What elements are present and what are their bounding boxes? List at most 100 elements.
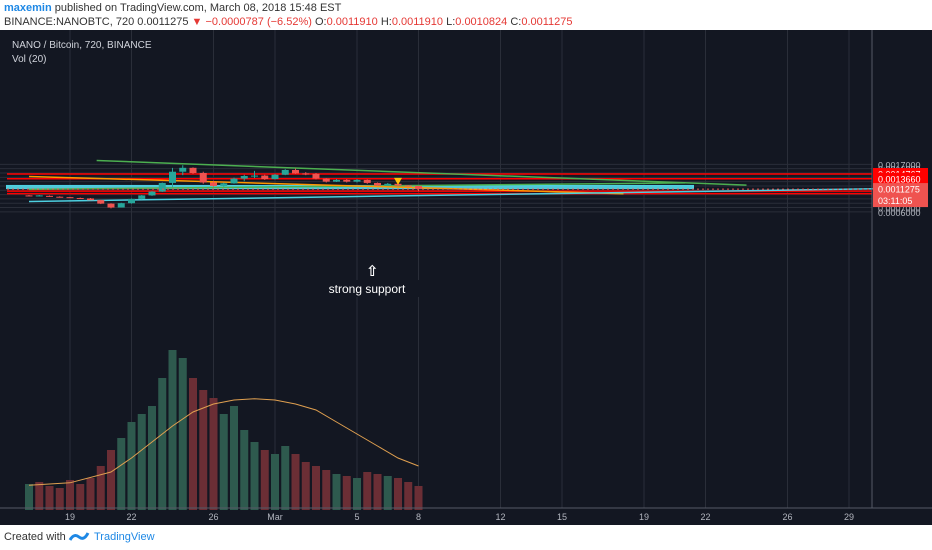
candle-body xyxy=(46,195,53,197)
last-price: 0.0011275 xyxy=(137,16,189,28)
candle-body xyxy=(169,171,176,183)
candles xyxy=(25,165,422,209)
high-label: H: xyxy=(380,16,392,28)
candle-body xyxy=(158,182,166,192)
volume-bar xyxy=(240,430,249,510)
close-label: C: xyxy=(510,16,522,28)
resistance-price-tag-label: 0.0013660 xyxy=(878,174,921,184)
trendline-cyan_up xyxy=(28,187,891,203)
down-arrow-icon: ▼ xyxy=(191,16,203,28)
high-value: 0.0011910 xyxy=(391,16,444,28)
volume-bars xyxy=(25,350,423,510)
tradingview-brand[interactable]: TradingView xyxy=(94,531,155,543)
candle-body xyxy=(189,167,197,173)
volume-bar xyxy=(199,390,208,510)
trendlines[interactable] xyxy=(28,159,891,203)
volume-bar xyxy=(373,474,382,510)
footer: Created with TradingView xyxy=(0,525,932,550)
header: maxemin published on TradingView.com, Ma… xyxy=(0,0,932,30)
volume-bar xyxy=(260,450,269,510)
volume-bar xyxy=(404,482,413,510)
candle-body xyxy=(199,173,207,183)
candle-body xyxy=(312,173,320,179)
volume-bar xyxy=(209,398,218,510)
volume-ma-line xyxy=(28,398,419,486)
open-value: 0.0011910 xyxy=(326,16,378,28)
price-tick-label: 0.0017000 xyxy=(878,160,921,170)
volume-bar xyxy=(86,478,95,510)
candle-body xyxy=(138,195,146,199)
volume-bar xyxy=(332,474,341,510)
markers xyxy=(7,177,872,190)
publish-line: maxemin published on TradingView.com, Ma… xyxy=(4,2,341,14)
candle-body xyxy=(76,198,84,200)
low-label: L: xyxy=(446,16,456,28)
volume-bar xyxy=(250,442,259,510)
volume-bar xyxy=(148,406,156,510)
time-tick-label: 22 xyxy=(700,512,710,522)
volume-bar xyxy=(383,476,392,510)
volume-bar xyxy=(96,466,105,510)
created-with-label: Created with xyxy=(4,531,66,543)
candle-body xyxy=(220,183,228,186)
time-tick-label: 19 xyxy=(639,512,649,522)
symbol-label: BINANCE:NANOBTC, 720 xyxy=(4,16,135,28)
time-tick-label: 8 xyxy=(416,512,421,522)
close-value: 0.0011275 xyxy=(521,16,573,28)
current-price-label: 0.0011275 xyxy=(878,185,920,195)
time-tick-label: 12 xyxy=(495,512,505,522)
trendline-green_down xyxy=(96,159,747,186)
candle-body xyxy=(384,183,392,186)
chart-legend-title: NANO / Bitcoin, 720, BINANCE xyxy=(12,40,152,51)
candle-body xyxy=(251,175,258,177)
candle-body xyxy=(148,191,156,196)
candle-body xyxy=(97,200,105,204)
time-tick-label: Mar xyxy=(267,512,283,522)
candle-body xyxy=(117,203,125,208)
down-marker-icon xyxy=(394,177,402,185)
time-tick-label: 5 xyxy=(354,512,359,522)
volume-bar xyxy=(55,488,64,510)
candle-body xyxy=(404,185,412,187)
volume-bar xyxy=(35,482,44,510)
volume-bar xyxy=(189,378,197,510)
candle-body xyxy=(128,198,135,204)
price-tick-label: 0.0007000 xyxy=(878,204,921,214)
volume-bar xyxy=(158,378,167,510)
candle-body xyxy=(363,179,371,183)
candle-body xyxy=(210,182,217,186)
volume-bar xyxy=(353,478,361,510)
price-change: −0.0000787 (−6.52%) xyxy=(205,16,312,28)
candle-body xyxy=(56,196,64,198)
candle-body xyxy=(240,176,248,179)
price-chart[interactable]: NANO / Bitcoin, 720, BINANCE Vol (20) ⇧ … xyxy=(0,30,932,525)
volume-bar xyxy=(363,472,372,510)
trendline-orange_down xyxy=(28,175,624,195)
volume-bar xyxy=(291,454,300,510)
published-text: published on TradingView.com, March 08, … xyxy=(54,2,342,14)
open-label: O: xyxy=(314,16,327,28)
volume-bar xyxy=(281,446,290,510)
annotation-box xyxy=(316,280,419,297)
candle-body xyxy=(374,182,381,186)
tradingview-logo-icon[interactable] xyxy=(68,529,90,545)
volume-bar xyxy=(178,358,187,510)
volume-bar xyxy=(230,406,238,510)
candle-body xyxy=(292,169,299,174)
volume-bar xyxy=(117,438,126,510)
candle-body xyxy=(415,185,422,189)
time-tick-label: 22 xyxy=(126,512,136,522)
volume-bar xyxy=(137,414,146,510)
annotation-arrow-icon: ⇧ xyxy=(366,262,379,280)
candle-body xyxy=(35,195,43,197)
time-tick-label: 29 xyxy=(844,512,854,522)
bar-countdown-label: 03:11:05 xyxy=(878,196,912,206)
price-tick-label: 0.0006000 xyxy=(878,208,921,218)
volume-legend: Vol (20) xyxy=(12,54,46,65)
volume-bar xyxy=(342,476,351,510)
author-link[interactable]: maxemin xyxy=(4,2,52,14)
volume-bar xyxy=(25,484,33,510)
volume-bar xyxy=(394,478,402,510)
candle-body xyxy=(302,173,310,175)
time-axis[interactable]: 19 22 26 Mar 5 8 12 15 19 22 26 29 xyxy=(65,512,854,522)
